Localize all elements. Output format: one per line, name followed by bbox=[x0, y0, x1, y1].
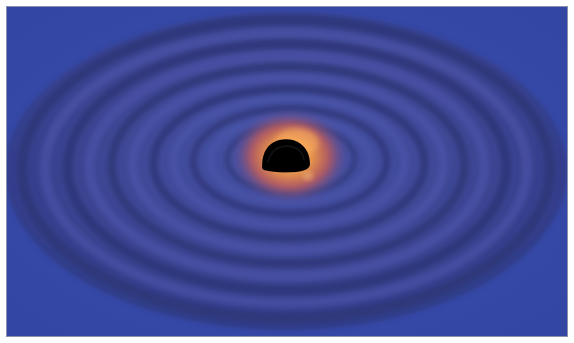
image-frame bbox=[6, 6, 568, 337]
black-hole-illustration bbox=[7, 7, 567, 336]
glow-spot bbox=[302, 171, 313, 180]
black-hole-core bbox=[262, 139, 310, 173]
